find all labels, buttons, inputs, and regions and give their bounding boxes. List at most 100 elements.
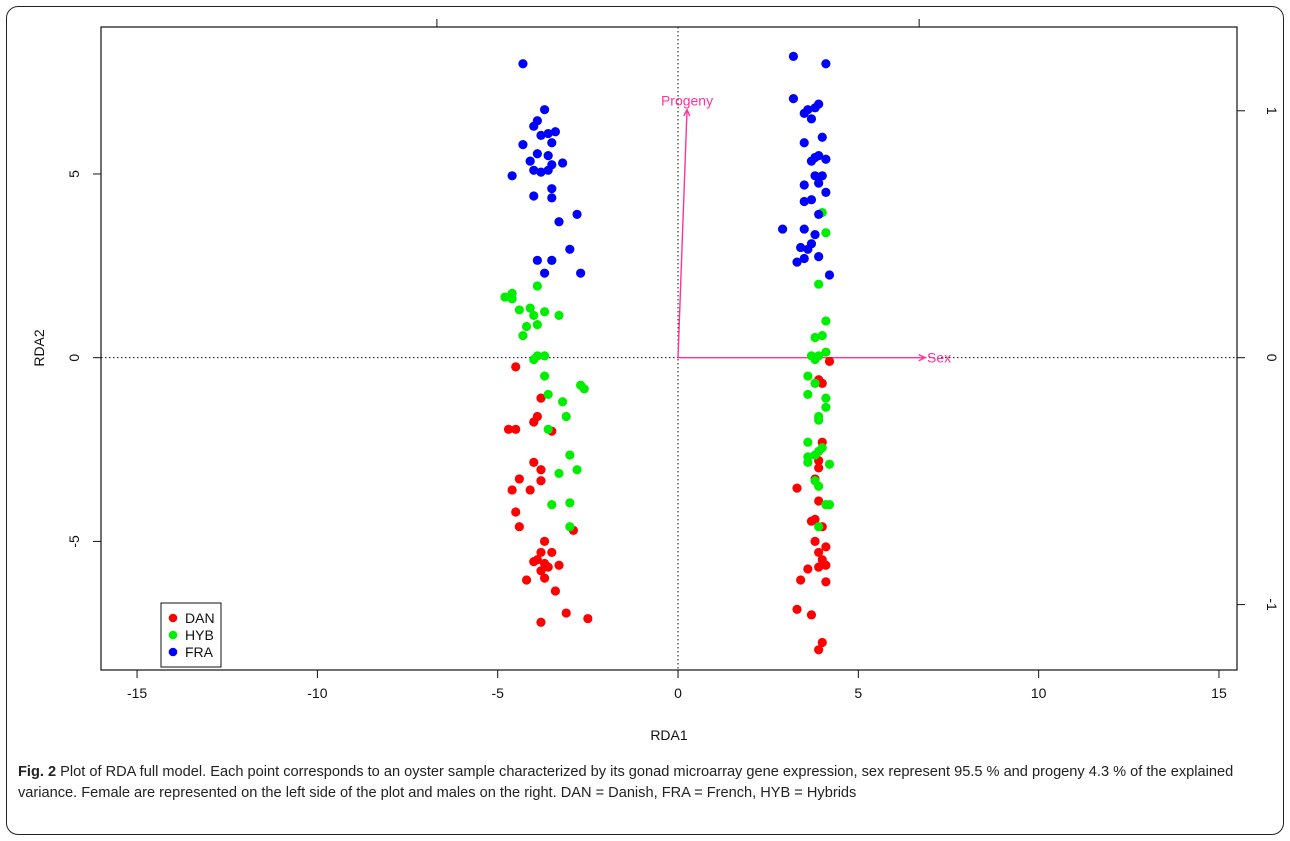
point-dan <box>806 610 817 620</box>
point-hyb <box>514 305 524 315</box>
point-dan <box>821 560 831 570</box>
point-fra <box>547 255 557 265</box>
vector-sex-arrowhead <box>918 354 927 362</box>
point-fra <box>525 156 535 166</box>
legend-marker-fra <box>168 647 178 657</box>
point-dan <box>821 542 831 552</box>
figure-frame <box>6 6 1284 835</box>
x-tick-label: 5 <box>854 685 862 701</box>
point-dan <box>511 424 521 434</box>
legend-label-hyb: HYB <box>185 627 214 643</box>
point-fra <box>778 224 788 234</box>
point-fra <box>539 268 550 278</box>
point-fra <box>814 209 824 219</box>
y-axis-label: RDA2 <box>31 329 47 367</box>
legend-marker-dan <box>168 613 178 623</box>
point-hyb <box>518 331 528 341</box>
point-fra <box>576 268 586 278</box>
point-dan <box>824 356 835 366</box>
point-hyb <box>572 465 582 475</box>
point-fra <box>536 130 546 140</box>
point-hyb <box>821 228 831 238</box>
point-fra <box>565 244 575 254</box>
point-fra <box>550 127 561 137</box>
x-tick-label: 15 <box>1211 685 1227 701</box>
vector-progeny-line <box>677 109 688 358</box>
point-fra <box>547 138 557 148</box>
point-fra <box>799 108 809 118</box>
point-dan <box>514 522 524 532</box>
point-hyb <box>539 351 550 361</box>
point-hyb <box>821 316 831 326</box>
plot-area-box <box>100 26 1238 671</box>
point-hyb <box>803 457 813 468</box>
point-fra <box>799 224 809 234</box>
legend-label-dan: DAN <box>185 610 215 626</box>
x-tick-label: -5 <box>491 685 504 701</box>
point-hyb <box>565 498 575 508</box>
point-dan <box>796 575 806 585</box>
y-tick-label: 5 <box>66 170 82 178</box>
point-dan <box>814 645 824 655</box>
point-fra <box>554 217 564 227</box>
figure-caption: Fig. 2 Plot of RDA full model. Each poin… <box>18 762 1273 804</box>
point-fra <box>806 195 817 205</box>
point-hyb <box>532 281 542 291</box>
point-hyb <box>814 522 824 532</box>
point-hyb <box>821 402 831 412</box>
x-axis-label: RDA1 <box>650 727 688 743</box>
point-dan <box>810 536 820 547</box>
point-fra <box>799 180 809 190</box>
point-hyb <box>554 468 564 479</box>
point-fra <box>518 59 528 69</box>
point-dan <box>529 417 539 427</box>
point-fra <box>814 178 824 188</box>
point-hyb <box>507 294 517 304</box>
y-tick-label: -5 <box>66 535 82 548</box>
point-fra <box>817 171 827 181</box>
point-fra <box>532 149 542 159</box>
point-dan <box>583 613 593 624</box>
x-tick-label: 0 <box>674 685 682 701</box>
point-hyb <box>565 522 575 532</box>
point-fra <box>792 257 802 267</box>
point-hyb <box>561 411 571 422</box>
point-dan <box>792 604 802 614</box>
point-fra <box>572 209 582 219</box>
point-fra <box>824 270 835 280</box>
point-hyb <box>558 397 568 407</box>
point-dan <box>511 362 521 372</box>
x-tick-label: -15 <box>127 685 147 701</box>
point-dan <box>536 476 546 486</box>
point-fra <box>806 156 817 166</box>
point-hyb <box>579 384 589 394</box>
point-fra <box>543 128 553 139</box>
point-fra <box>821 187 831 197</box>
point-fra <box>810 229 820 240</box>
point-hyb <box>824 459 835 469</box>
point-dan <box>814 547 824 558</box>
point-fra <box>806 114 817 124</box>
point-fra <box>518 139 528 150</box>
point-dan <box>536 465 546 475</box>
point-fra <box>799 138 809 148</box>
reference-lines <box>101 27 1237 670</box>
point-fra <box>539 105 550 115</box>
point-dan <box>507 485 517 495</box>
point-fra <box>547 193 557 203</box>
legend-label-fra: FRA <box>185 644 214 660</box>
point-fra <box>547 184 557 194</box>
point-hyb <box>525 303 535 313</box>
point-hyb <box>810 354 820 365</box>
point-dan <box>539 536 550 547</box>
point-fra <box>810 171 820 181</box>
point-dan <box>814 496 824 506</box>
y-tick-label: 0 <box>66 354 82 362</box>
point-hyb <box>803 437 813 447</box>
point-fra <box>799 196 809 207</box>
point-hyb <box>543 389 553 400</box>
point-fra <box>796 242 806 253</box>
vector-sex-label: Sex <box>927 350 951 366</box>
point-hyb <box>821 393 831 403</box>
point-hyb <box>810 378 820 389</box>
